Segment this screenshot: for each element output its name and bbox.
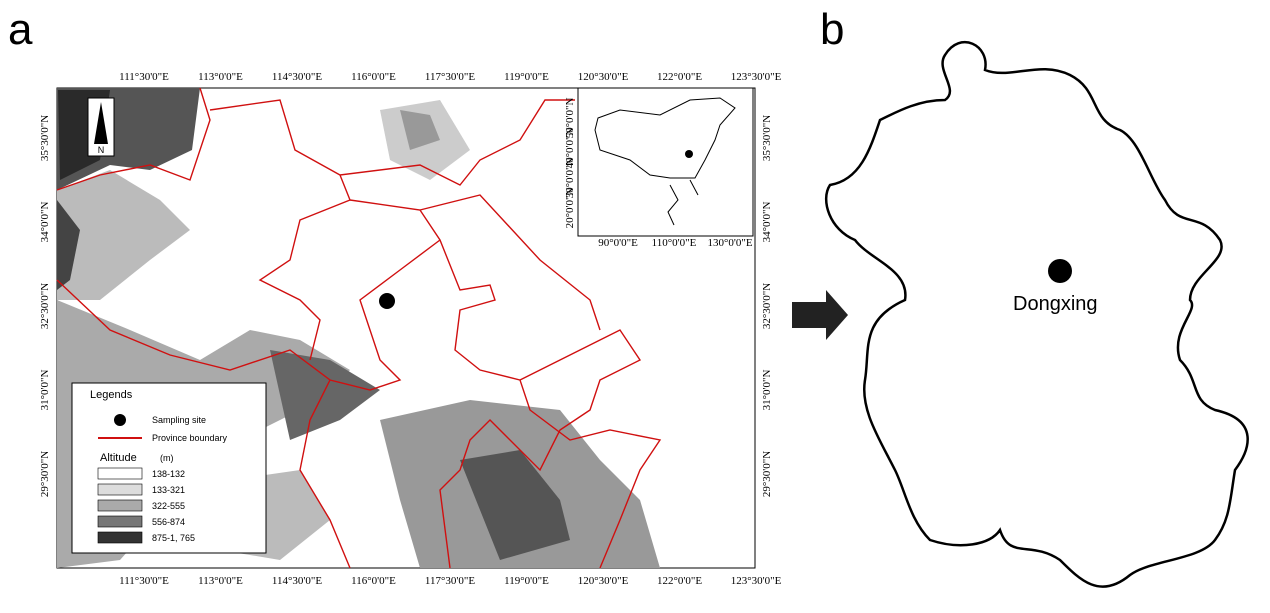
longitude-label: 114°30'0"E <box>272 71 322 83</box>
panel-letter: a <box>8 5 33 54</box>
legend-swatch <box>98 532 142 543</box>
legend-label: Sampling site <box>152 415 206 425</box>
longitude-label: 120°30'0"E <box>578 71 629 83</box>
legend-swatch <box>98 500 142 511</box>
longitude-label: 119°0'0"E <box>504 575 549 587</box>
latitude-label: 34°0'0"N <box>761 202 773 243</box>
panel-letter: b <box>820 5 844 54</box>
legend-label: 556-874 <box>152 517 185 527</box>
latitude-label: 31°0'0"N <box>39 370 51 411</box>
legend-swatch <box>98 468 142 479</box>
north-arrow: N <box>88 98 114 156</box>
latitude-label: 29°30'0"N <box>39 451 51 497</box>
legend-label: 138-132 <box>152 469 185 479</box>
legend: Legends Sampling site Province boundary … <box>72 383 266 553</box>
longitude-label: 117°30'0"E <box>425 71 475 83</box>
north-label: N <box>98 145 105 155</box>
inset-longitude-label: 130°0'0"E <box>707 237 752 249</box>
legend-label: Province boundary <box>152 433 228 443</box>
arrow <box>792 290 848 340</box>
legend-label: (m) <box>160 453 174 463</box>
latitude-label: 32°30'0"N <box>761 283 773 329</box>
longitude-label: 116°0'0"E <box>351 575 396 587</box>
legend-label: 133-321 <box>152 485 185 495</box>
inset-longitude-label: 110°0'0"E <box>652 237 697 249</box>
figure: a b N Legends Sampling site Pr <box>0 0 1270 608</box>
latitude-label: 32°30'0"N <box>39 283 51 329</box>
legend-swatch <box>98 484 142 495</box>
longitude-label: 113°0'0"E <box>198 575 243 587</box>
longitude-label: 123°30'0"E <box>731 575 782 587</box>
latitude-label: 35°30'0"N <box>39 115 51 161</box>
latitude-label: 34°0'0"N <box>39 202 51 243</box>
legend-label: 322-555 <box>152 501 185 511</box>
legend-title: Legends <box>90 389 133 401</box>
longitude-label: 120°30'0"E <box>578 575 629 587</box>
longitude-label: 113°0'0"E <box>198 71 243 83</box>
longitude-label: 111°30'0"E <box>119 71 169 83</box>
longitude-label: 114°30'0"E <box>272 575 322 587</box>
legend-label: 875-1, 765 <box>152 533 195 543</box>
longitude-label: 122°0'0"E <box>657 71 702 83</box>
longitude-label: 116°0'0"E <box>351 71 396 83</box>
legend-label: Altitude <box>100 452 137 464</box>
longitude-label: 111°30'0"E <box>119 575 169 587</box>
site-marker <box>1048 259 1072 283</box>
longitude-label: 122°0'0"E <box>657 575 702 587</box>
longitude-label: 117°30'0"E <box>425 575 475 587</box>
longitude-label: 123°30'0"E <box>731 71 782 83</box>
site-label: Dongxing <box>1013 293 1098 315</box>
latitude-label: 31°0'0"N <box>761 370 773 411</box>
legend-swatch <box>98 516 142 527</box>
inset-map <box>578 88 753 236</box>
inset-longitude-label: 90°0'0"E <box>598 237 638 249</box>
latitude-label: 29°30'0"N <box>761 451 773 497</box>
longitude-label: 119°0'0"E <box>504 71 549 83</box>
latitude-label: 35°30'0"N <box>761 115 773 161</box>
inset-latitude-label: 20°0'0"N <box>564 188 576 229</box>
